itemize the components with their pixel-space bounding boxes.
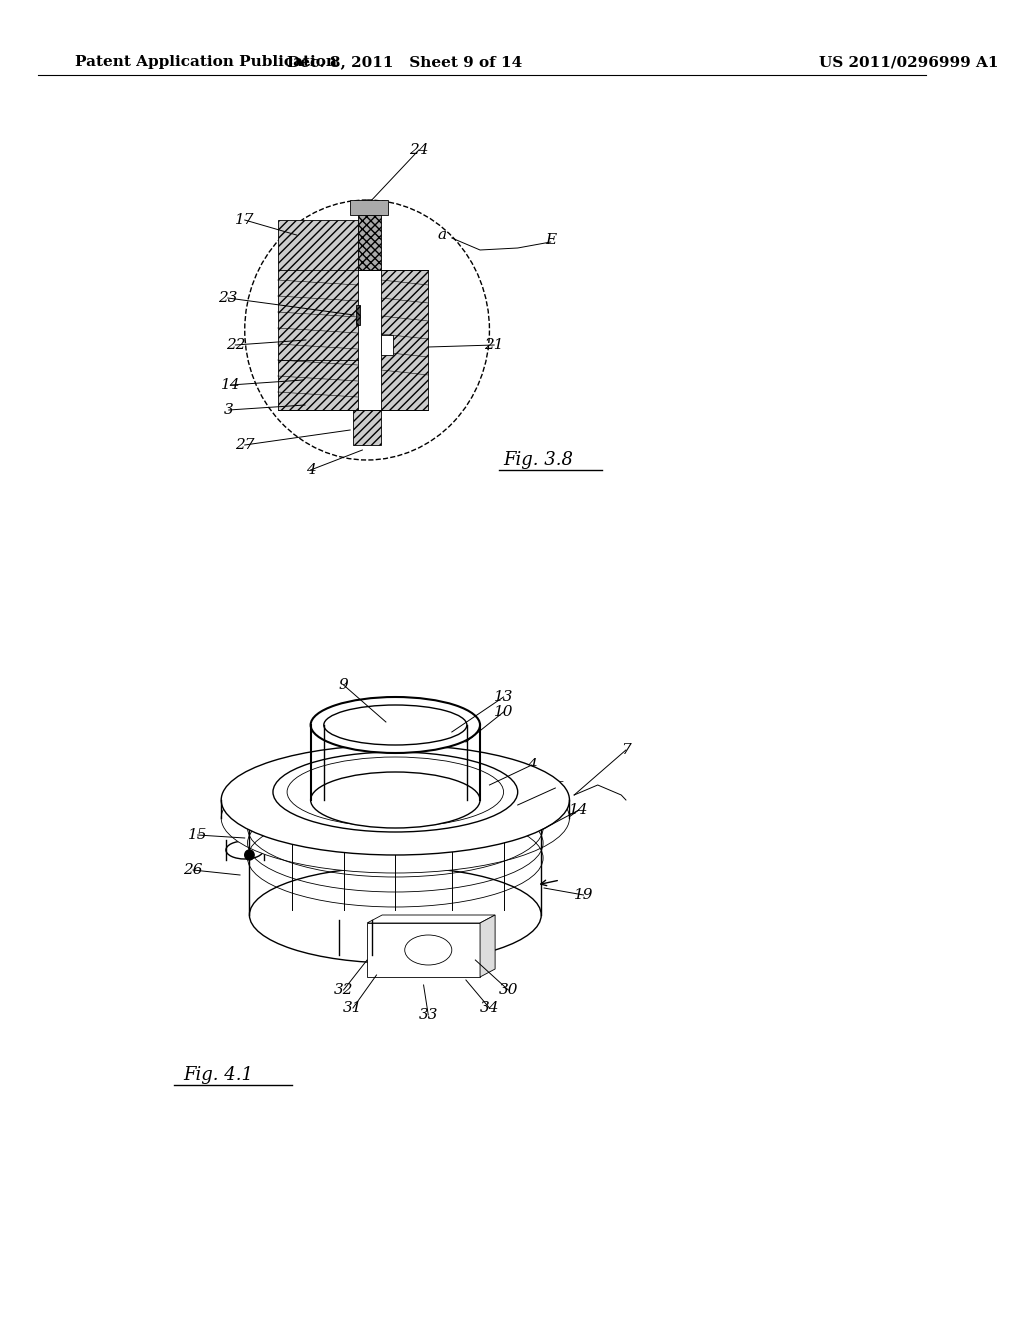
Circle shape: [245, 850, 254, 861]
Polygon shape: [367, 915, 495, 923]
Text: 17: 17: [234, 213, 255, 227]
Text: 34: 34: [479, 1001, 500, 1015]
Text: 13: 13: [494, 690, 513, 704]
Polygon shape: [367, 923, 480, 977]
Text: 21: 21: [484, 338, 504, 352]
Text: 24: 24: [410, 143, 429, 157]
Ellipse shape: [221, 744, 569, 855]
Text: 3: 3: [224, 403, 233, 417]
Text: Fig. 4.1: Fig. 4.1: [183, 1067, 254, 1084]
Text: a: a: [438, 228, 446, 242]
Polygon shape: [357, 215, 381, 271]
Text: 23: 23: [218, 290, 238, 305]
Ellipse shape: [324, 705, 467, 744]
Ellipse shape: [273, 752, 518, 832]
Text: Fig. 3.8: Fig. 3.8: [504, 451, 573, 469]
Polygon shape: [355, 305, 359, 325]
Text: 31: 31: [343, 1001, 362, 1015]
Text: E: E: [545, 234, 556, 247]
Text: 15: 15: [188, 828, 208, 842]
Circle shape: [245, 201, 489, 459]
Polygon shape: [381, 335, 392, 355]
Text: 22: 22: [225, 338, 245, 352]
Text: 30: 30: [499, 983, 518, 997]
Polygon shape: [353, 411, 381, 445]
Ellipse shape: [404, 935, 452, 965]
Text: Dec. 8, 2011   Sheet 9 of 14: Dec. 8, 2011 Sheet 9 of 14: [287, 55, 522, 69]
Text: 9: 9: [339, 678, 348, 692]
Text: 10: 10: [494, 705, 513, 719]
Text: US 2011/0296999 A1: US 2011/0296999 A1: [819, 55, 998, 69]
Ellipse shape: [250, 867, 542, 964]
Polygon shape: [350, 201, 388, 215]
Text: 32: 32: [334, 983, 353, 997]
Text: 4: 4: [306, 463, 315, 477]
Text: 15: 15: [546, 781, 565, 795]
Ellipse shape: [221, 763, 569, 873]
Text: 14: 14: [221, 378, 241, 392]
Ellipse shape: [310, 772, 480, 828]
Text: 4: 4: [527, 758, 537, 772]
Polygon shape: [381, 271, 428, 411]
Text: 26: 26: [183, 863, 203, 876]
Text: Patent Application Publication: Patent Application Publication: [76, 55, 337, 69]
Ellipse shape: [287, 756, 504, 828]
Text: 19: 19: [573, 888, 593, 902]
Text: 14: 14: [569, 803, 589, 817]
Ellipse shape: [226, 841, 263, 859]
Ellipse shape: [250, 770, 542, 866]
Text: 7: 7: [622, 743, 631, 756]
Ellipse shape: [310, 697, 480, 752]
Polygon shape: [278, 220, 357, 411]
Text: 27: 27: [234, 438, 255, 451]
Text: 33: 33: [419, 1008, 438, 1022]
Polygon shape: [480, 915, 495, 977]
